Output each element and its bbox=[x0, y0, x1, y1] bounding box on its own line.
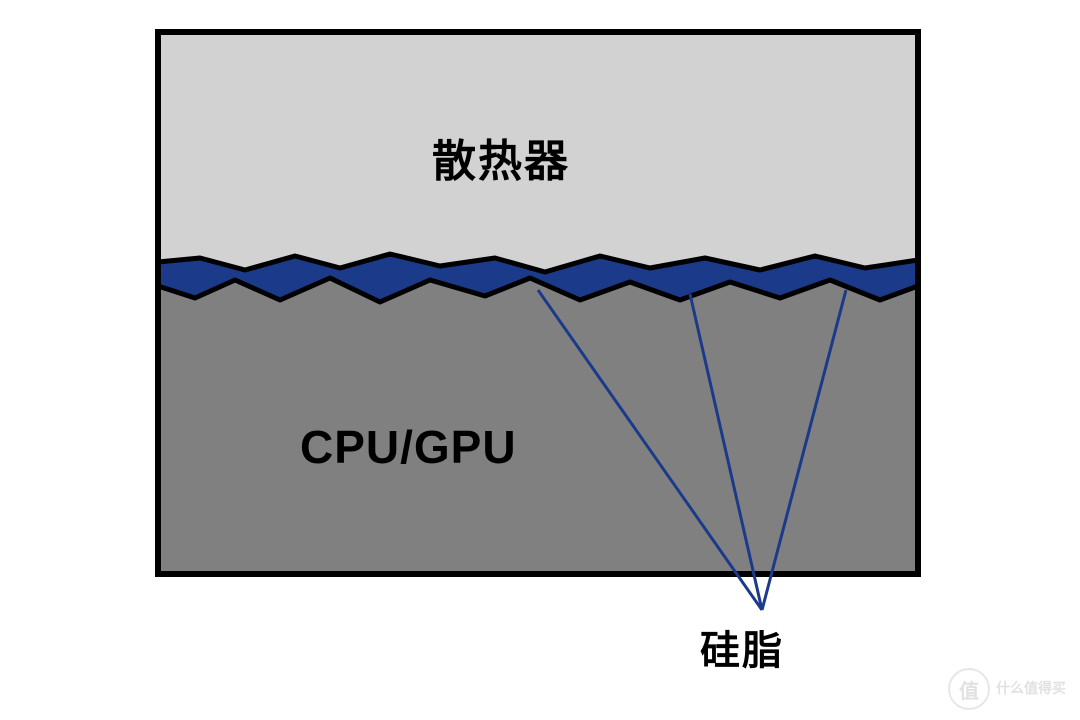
chip-layer bbox=[158, 278, 918, 574]
watermark-text: 什么值得买 bbox=[996, 681, 1066, 696]
diagram-svg bbox=[0, 0, 1080, 720]
chip-label: CPU/GPU bbox=[300, 420, 517, 474]
diagram-canvas: 散热器 CPU/GPU 硅脂 值 什么值得买 bbox=[0, 0, 1080, 720]
watermark-badge-icon: 值 bbox=[948, 668, 990, 710]
watermark: 值 什么值得买 bbox=[948, 668, 1066, 710]
paste-label: 硅脂 bbox=[700, 618, 784, 676]
heatsink-label: 散热器 bbox=[432, 125, 570, 189]
